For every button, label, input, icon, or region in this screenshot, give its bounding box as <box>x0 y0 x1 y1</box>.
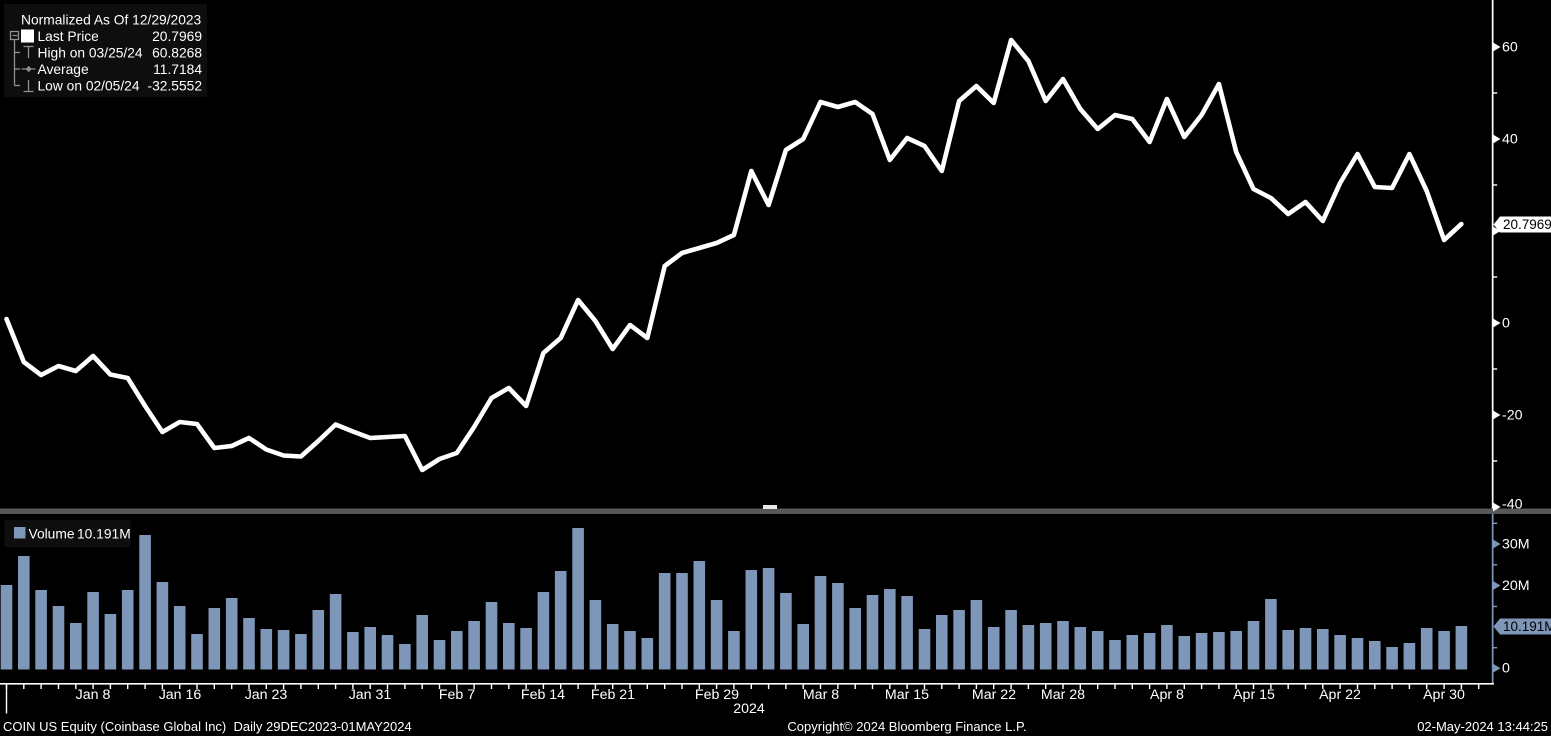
svg-text:-32.5552: -32.5552 <box>148 79 202 94</box>
svg-text:0: 0 <box>1502 316 1510 332</box>
svg-text:Copyright© 2024 Bloomberg Fina: Copyright© 2024 Bloomberg Finance L.P. <box>787 719 1026 734</box>
svg-text:Apr 22: Apr 22 <box>1319 687 1361 703</box>
svg-text:-40: -40 <box>1502 497 1523 513</box>
svg-text:2024: 2024 <box>733 701 765 717</box>
svg-text:10.191M: 10.191M <box>77 527 131 542</box>
svg-text:-20: -20 <box>1502 408 1523 424</box>
svg-text:20.7969: 20.7969 <box>152 29 202 44</box>
svg-text:Feb 14: Feb 14 <box>521 687 565 703</box>
svg-text:Mar 15: Mar 15 <box>885 687 929 703</box>
svg-text:Mar 28: Mar 28 <box>1041 687 1085 703</box>
svg-text:Feb 21: Feb 21 <box>591 687 635 703</box>
svg-text:Low on 02/05/24: Low on 02/05/24 <box>38 79 140 94</box>
svg-text:20M: 20M <box>1502 578 1530 594</box>
svg-text:Normalized As Of 12/29/2023: Normalized As Of 12/29/2023 <box>21 13 202 28</box>
svg-text:10.191M: 10.191M <box>1503 619 1551 634</box>
svg-text:COIN US Equity (Coinbase Globa: COIN US Equity (Coinbase Global Inc) Dai… <box>3 719 412 734</box>
svg-text:20.7969: 20.7969 <box>1503 217 1551 232</box>
svg-text:Volume: Volume <box>29 527 75 542</box>
svg-text:0: 0 <box>1502 661 1510 677</box>
svg-text:02-May-2024 13:44:25: 02-May-2024 13:44:25 <box>1417 719 1548 734</box>
svg-text:11.7184: 11.7184 <box>153 62 202 77</box>
svg-text:Feb 29: Feb 29 <box>695 687 739 703</box>
svg-text:Jan 31: Jan 31 <box>349 687 392 703</box>
svg-text:Apr 30: Apr 30 <box>1423 687 1465 703</box>
svg-text:60.8268: 60.8268 <box>152 46 202 61</box>
svg-text:40: 40 <box>1502 132 1518 148</box>
svg-text:30M: 30M <box>1502 537 1530 553</box>
svg-text:Apr 15: Apr 15 <box>1233 687 1275 703</box>
svg-text:High on 03/25/24: High on 03/25/24 <box>38 46 143 61</box>
svg-text:Mar 8: Mar 8 <box>803 687 839 703</box>
svg-text:Mar 22: Mar 22 <box>972 687 1016 703</box>
svg-text:Feb 7: Feb 7 <box>439 687 475 703</box>
svg-text:Jan 8: Jan 8 <box>76 687 111 703</box>
svg-text:60: 60 <box>1502 40 1518 56</box>
svg-text:Last Price: Last Price <box>38 29 100 44</box>
svg-text:Apr 8: Apr 8 <box>1150 687 1184 703</box>
svg-text:Jan 23: Jan 23 <box>245 687 288 703</box>
svg-text:Jan 16: Jan 16 <box>159 687 202 703</box>
svg-text:Average: Average <box>38 62 89 77</box>
